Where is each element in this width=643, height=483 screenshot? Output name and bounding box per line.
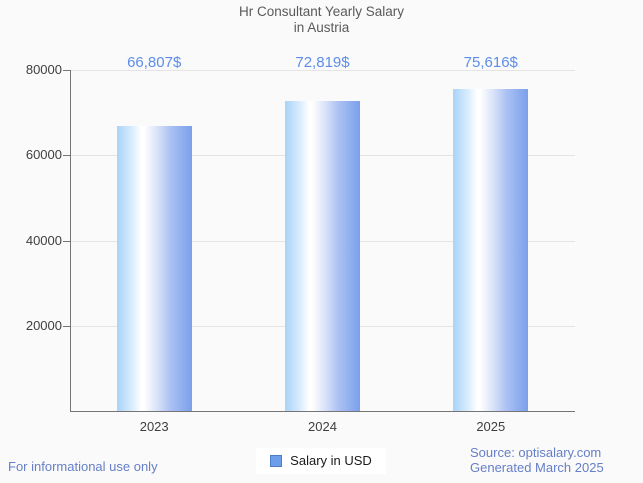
legend-swatch-icon — [270, 455, 283, 467]
y-axis-tick — [63, 70, 70, 71]
x-axis-category-label: 2025 — [476, 419, 506, 434]
salary-bar[interactable] — [285, 100, 360, 411]
source-attribution: Source: optisalary.com Generated March 2… — [470, 445, 640, 475]
chart-title: Hr Consultant Yearly Salary in Austria — [0, 4, 643, 36]
bar-value-label: 75,616$ — [463, 54, 518, 71]
y-axis-tick-label: 40000 — [25, 233, 62, 248]
chart-title-line1: Hr Consultant Yearly Salary — [238, 4, 405, 19]
y-axis-tick-label: 80000 — [25, 62, 62, 77]
bar-value-label: 72,819$ — [295, 54, 350, 71]
disclaimer-text: For informational use only — [8, 459, 158, 474]
generated-line: Generated March 2025 — [470, 460, 604, 475]
y-axis-tick-label: 60000 — [25, 147, 62, 162]
x-axis-category-label: 2023 — [139, 419, 169, 434]
salary-bar[interactable] — [453, 88, 529, 411]
chart-title-line2: in Austria — [293, 20, 350, 35]
legend: Salary in USD — [256, 448, 386, 474]
salary-bar[interactable] — [116, 126, 192, 411]
y-axis-tick-label: 20000 — [25, 318, 62, 333]
legend-label: Salary in USD — [290, 453, 372, 468]
y-axis-line — [70, 70, 71, 411]
source-line: Source: optisalary.com — [470, 445, 602, 460]
x-axis-category-label: 2024 — [308, 419, 337, 434]
y-axis-tick — [63, 241, 70, 242]
y-axis-tick — [63, 155, 70, 156]
x-axis-line — [70, 411, 575, 412]
bar-value-label: 66,807$ — [127, 54, 182, 71]
y-axis-tick — [63, 326, 70, 327]
gridline — [70, 70, 575, 71]
